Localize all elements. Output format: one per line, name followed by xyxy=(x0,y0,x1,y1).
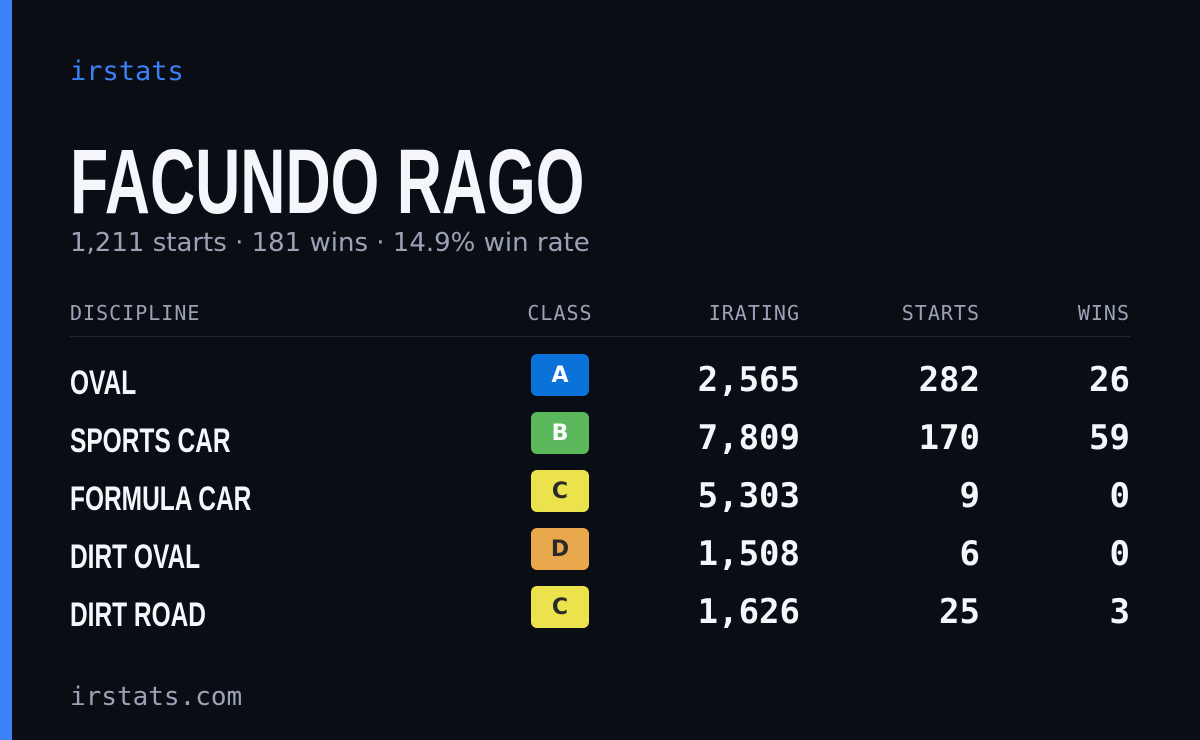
starts: 25 xyxy=(939,592,980,632)
class-badge: D xyxy=(531,528,589,570)
column-header: DISCIPLINE xyxy=(70,301,201,325)
starts: 282 xyxy=(918,360,980,400)
brand: irstats xyxy=(70,56,184,87)
wins: 0 xyxy=(1109,534,1130,574)
class-badge: C xyxy=(531,470,589,512)
discipline: FORMULA CAR xyxy=(70,480,252,518)
column-header: CLASS xyxy=(527,301,593,325)
column-header: IRATING xyxy=(708,301,800,325)
irating: 1,508 xyxy=(697,534,800,574)
wins: 26 xyxy=(1089,360,1130,400)
class-badge: A xyxy=(531,354,589,396)
column-header: WINS xyxy=(1077,301,1130,325)
title: FACUNDO RAGO xyxy=(70,131,585,233)
irating: 2,565 xyxy=(697,360,800,400)
irating: 5,303 xyxy=(697,476,800,516)
wins: 59 xyxy=(1089,418,1130,458)
starts: 9 xyxy=(959,476,980,516)
column-header: STARTS xyxy=(901,301,980,325)
discipline: OVAL xyxy=(70,364,137,402)
footer: irstats.com xyxy=(70,682,243,712)
class-badge: C xyxy=(531,586,589,628)
wins: 0 xyxy=(1109,476,1130,516)
discipline: SPORTS CAR xyxy=(70,422,231,460)
starts: 170 xyxy=(918,418,980,458)
irating: 7,809 xyxy=(697,418,800,458)
starts: 6 xyxy=(959,534,980,574)
irating: 1,626 xyxy=(697,592,800,632)
discipline: DIRT OVAL xyxy=(70,538,201,576)
discipline: DIRT ROAD xyxy=(70,596,207,634)
subtitle: 1,211 starts · 181 wins · 14.9% win rate xyxy=(70,228,590,258)
wins: 3 xyxy=(1109,592,1130,632)
class-badge: B xyxy=(531,412,589,454)
accent-bar xyxy=(0,0,12,740)
divider xyxy=(70,336,1130,337)
